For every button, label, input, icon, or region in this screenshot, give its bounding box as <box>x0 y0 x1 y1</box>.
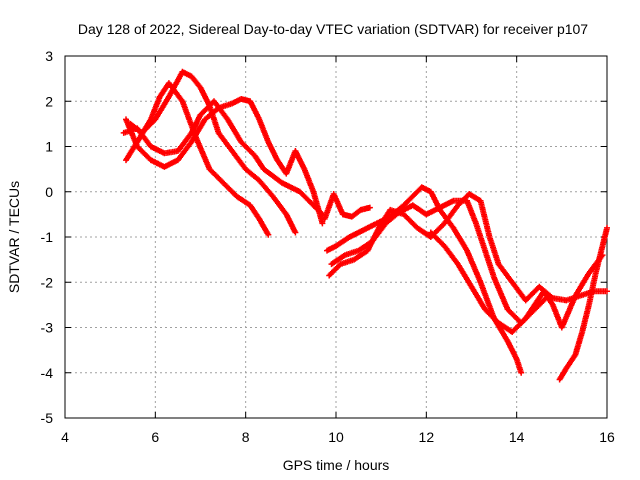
series-track-j <box>556 224 610 383</box>
series-track-i <box>427 229 606 335</box>
y-tick-label: 2 <box>45 93 53 109</box>
data-point-markers <box>120 98 326 218</box>
x-tick-label: 14 <box>509 429 525 445</box>
y-tick-label: -5 <box>41 410 54 426</box>
chart-title: Day 128 of 2022, Sidereal Day-to-day VTE… <box>78 21 588 37</box>
y-tick-label: 1 <box>45 139 53 155</box>
y-tick-label: -3 <box>41 320 54 336</box>
y-axis-label: SDTVAR / TECUs <box>6 181 22 293</box>
x-tick-label: 8 <box>242 429 250 445</box>
y-tick-label: -2 <box>41 274 54 290</box>
y-tick-label: -4 <box>41 365 54 381</box>
x-tick-label: 16 <box>599 429 615 445</box>
data-point-markers <box>321 191 373 222</box>
data-point-markers <box>556 224 610 383</box>
data-points <box>120 68 610 383</box>
y-tick-label: -1 <box>41 229 54 245</box>
x-tick-label: 12 <box>419 429 435 445</box>
y-tick-label: 3 <box>45 48 53 64</box>
grid <box>65 56 607 418</box>
series-track-f <box>328 197 552 326</box>
x-tick-label: 4 <box>61 429 69 445</box>
series-track-d <box>123 96 326 227</box>
x-tick-label: 6 <box>151 429 159 445</box>
series-track-c <box>120 98 326 218</box>
data-point-markers <box>326 191 610 304</box>
data-point-markers <box>427 229 606 335</box>
data-point-markers <box>328 197 552 326</box>
series-track-g <box>326 191 610 304</box>
x-axis-label: GPS time / hours <box>283 457 390 473</box>
series-track-h <box>321 191 373 222</box>
data-point-markers <box>123 96 326 227</box>
x-tick-label: 10 <box>328 429 344 445</box>
y-tick-label: 0 <box>45 184 53 200</box>
